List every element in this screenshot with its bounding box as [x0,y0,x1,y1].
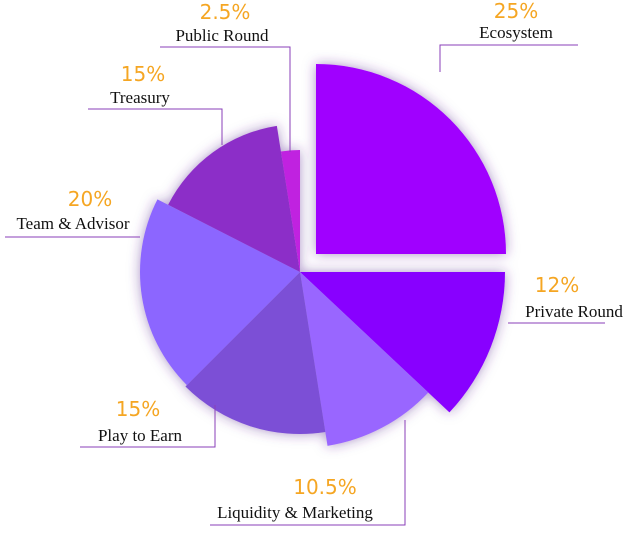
slice-label: Team & Advisor [16,214,129,233]
slice-label: Play to Earn [98,426,183,445]
slice-label: Ecosystem [479,23,553,42]
leader-line [160,46,291,152]
slice-percent: 15% [121,62,165,86]
pie-slice [300,272,505,413]
slice-percent: 2.5% [200,0,251,24]
pie-slice [185,272,326,435]
pie [139,64,506,446]
slice-label: Liquidity & Marketing [217,503,373,522]
slice-percent: 25% [494,0,538,23]
slice-percent: 10.5% [293,475,357,499]
pie-slice [316,64,506,254]
slice-label: Treasury [110,88,170,107]
slice-percent: 12% [535,273,579,297]
slice-percent: 20% [68,187,112,211]
leader-line [88,108,223,145]
leader-line [439,44,578,72]
slice-label: Public Round [175,26,269,45]
pie-slice [300,272,429,446]
leader-line [80,405,216,448]
slice-label: Private Round [525,302,623,321]
pie-slice [280,150,300,272]
slice-percent: 15% [116,397,160,421]
leader-line [210,420,406,526]
pie-slice [168,125,300,272]
pie-slice [139,199,300,386]
